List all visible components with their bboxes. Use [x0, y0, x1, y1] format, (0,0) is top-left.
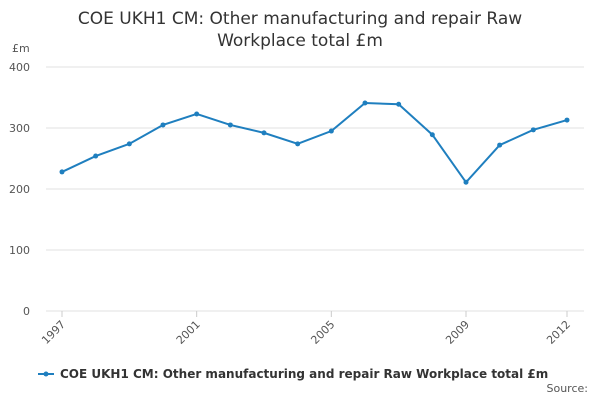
chart-title: COE UKH1 CM: Other manufacturing and rep… [77, 9, 523, 51]
x-tick-label: 2005 [308, 318, 337, 347]
line [61, 101, 568, 184]
x-tick-label: 1997 [39, 318, 68, 347]
x-tick-label: 2001 [174, 318, 203, 347]
y-axis-label: £m [12, 42, 30, 55]
y-tick-label: 100 [9, 244, 30, 257]
point [227, 122, 233, 128]
legend-marker [43, 371, 49, 377]
point [530, 127, 536, 133]
point [160, 122, 166, 128]
x-tick-label: 2012 [544, 318, 573, 347]
point [396, 101, 402, 107]
x-tick-label: 2009 [443, 318, 472, 347]
y-tick-label: 200 [9, 183, 30, 196]
point [429, 132, 435, 138]
point [261, 130, 267, 136]
point [59, 169, 65, 175]
point [362, 100, 368, 106]
point [295, 141, 301, 147]
point [93, 153, 99, 159]
y-tick-label: 400 [9, 61, 30, 74]
y-tick-label: 0 [23, 305, 30, 318]
point [126, 141, 132, 147]
legend-text: COE UKH1 CM: Other manufacturing and rep… [60, 367, 548, 381]
point [194, 111, 200, 117]
point [497, 142, 503, 148]
point [328, 128, 334, 134]
point [564, 117, 570, 123]
point [463, 179, 469, 185]
y-tick-label: 300 [9, 122, 30, 135]
source: Source: [547, 382, 589, 395]
